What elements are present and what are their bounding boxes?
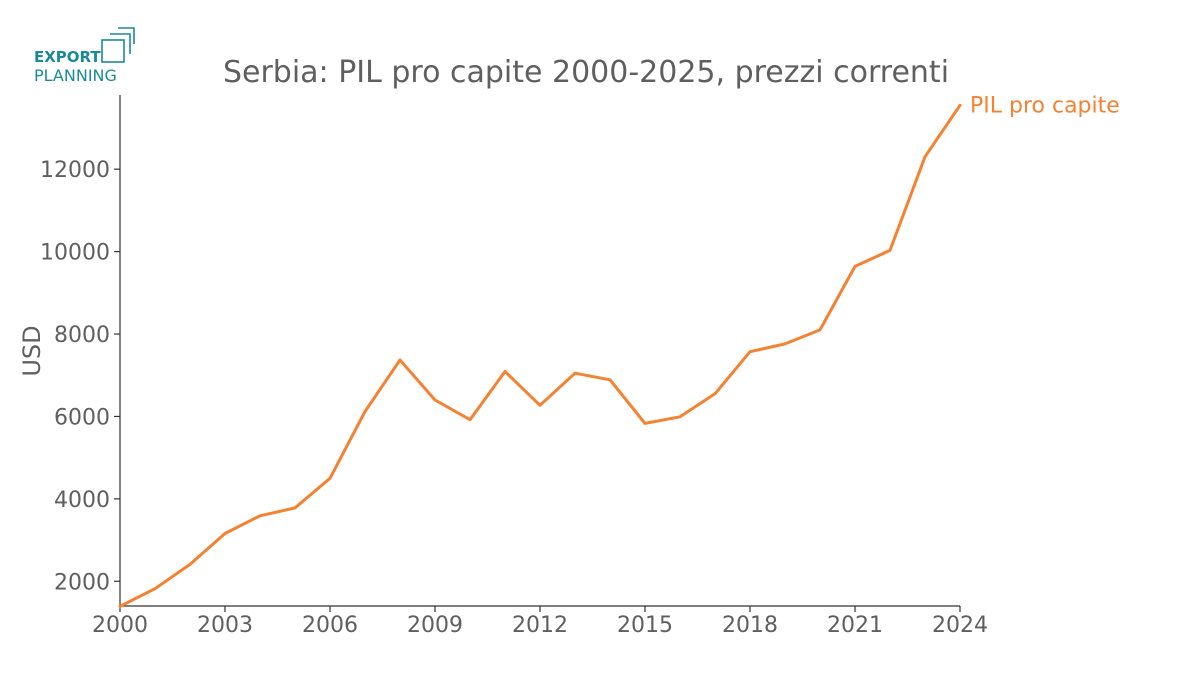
y-ticks: 2000 4000 6000 8000 10000 12000 (40, 158, 120, 595)
series-line-pil-pro-capite (118, 103, 962, 608)
x-tick-label: 2021 (827, 613, 883, 638)
y-tick-label: 2000 (54, 570, 110, 595)
x-tick-label: 2024 (932, 613, 988, 638)
logo-line-export: EXPORT (34, 48, 101, 66)
y-tick-label: 4000 (54, 488, 110, 513)
y-tick-label: 12000 (40, 158, 110, 183)
x-tick-label: 2015 (617, 613, 673, 638)
chart-title: Serbia: PIL pro capite 2000-2025, prezzi… (223, 55, 949, 90)
x-tick-label: 2000 (92, 613, 148, 638)
x-tick-label: 2006 (302, 613, 358, 638)
nested-squares-arrow-icon (101, 27, 135, 63)
x-tick-label: 2003 (197, 613, 253, 638)
x-tick-label: 2018 (722, 613, 778, 638)
series-label: PIL pro capite (970, 93, 1120, 118)
logo-line-planning: PLANNING (34, 66, 117, 85)
y-tick-label: 6000 (54, 405, 110, 430)
x-tick-label: 2009 (407, 613, 463, 638)
y-axis-label: USD (18, 325, 46, 376)
x-tick-label: 2012 (512, 613, 568, 638)
logo: EXPORT PLANNING (34, 27, 135, 85)
y-tick-label: 10000 (40, 241, 110, 266)
x-ticks: 2000 2003 2006 2009 2012 2015 2018 2021 2024 (92, 606, 988, 638)
y-tick-label: 8000 (54, 323, 110, 348)
series-layer: PIL pro capite (118, 93, 1120, 608)
